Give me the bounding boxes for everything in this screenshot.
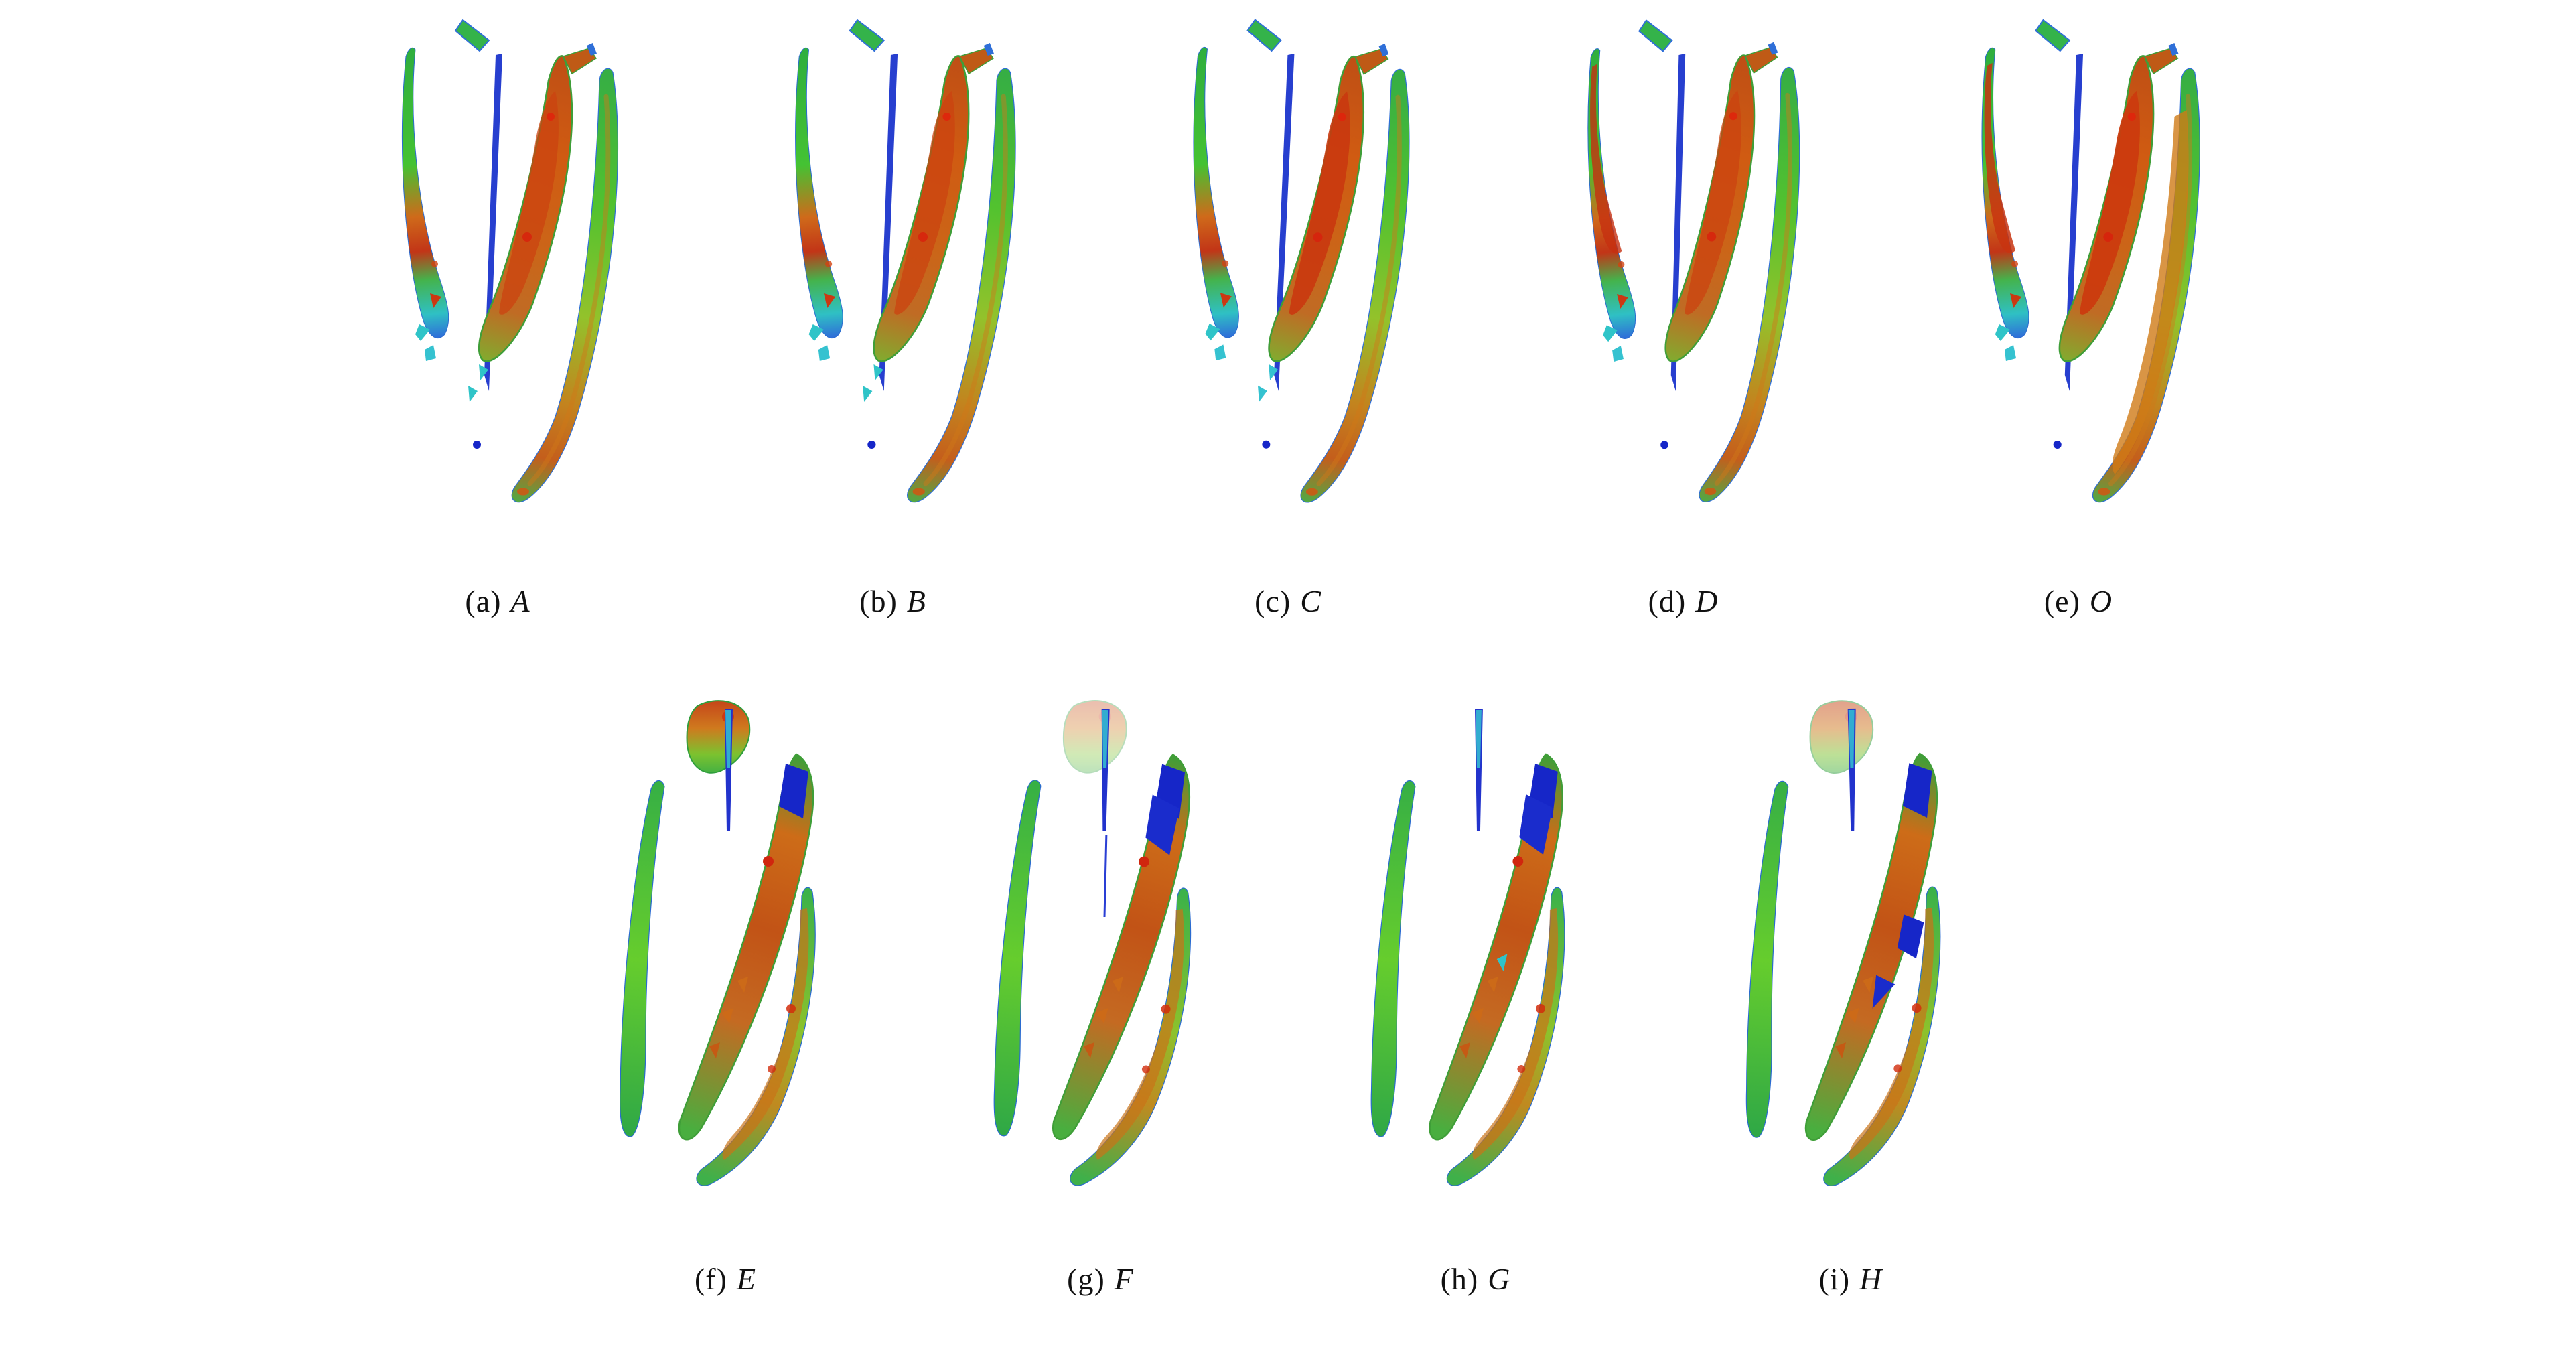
isosurface-render-b (743, 15, 1044, 561)
caption-index: (g) (1067, 1262, 1105, 1296)
caption-label: B (906, 584, 926, 618)
caption-index: (c) (1255, 584, 1291, 618)
caption-index: (b) (859, 584, 898, 618)
caption-index: (i) (1818, 1262, 1851, 1296)
subfigure-caption: (b) B (859, 583, 926, 619)
subfigure-i: (i) H (1703, 693, 1998, 1297)
caption-label: G (1488, 1262, 1511, 1296)
subfigure-c: (c) C (1141, 15, 1435, 619)
isosurface-render-f (578, 693, 873, 1238)
caption-index: (h) (1440, 1262, 1479, 1296)
isosurface-render-c (1139, 13, 1437, 561)
caption-label: C (1300, 584, 1321, 618)
isosurface-render-i (1701, 691, 2000, 1240)
subfigure-caption: (d) D (1648, 583, 1719, 619)
subfigure-a: (a) A (350, 15, 645, 619)
isosurface-render-h (1330, 693, 1622, 1238)
caption-label: A (510, 584, 530, 618)
isosurface-render-a (350, 15, 645, 561)
caption-label: E (736, 1262, 757, 1296)
figure-row-bottom: (f) E (g) F (h) G (i) H (0, 693, 2576, 1297)
caption-index: (f) (694, 1262, 727, 1296)
subfigure-caption: (g) F (1067, 1261, 1134, 1297)
isosurface-render-e (1930, 15, 2227, 561)
subfigure-h: (h) G (1328, 693, 1623, 1297)
subfigure-caption: (i) H (1819, 1261, 1883, 1297)
subfigure-b: (b) B (745, 15, 1040, 619)
subfigure-g: (g) F (953, 693, 1248, 1297)
caption-label: H (1859, 1262, 1883, 1296)
isosurface-render-d (1536, 13, 1831, 562)
isosurface-render-g (951, 691, 1250, 1239)
subfigure-caption: (h) G (1441, 1261, 1511, 1297)
subfigure-caption: (f) E (695, 1261, 756, 1297)
caption-index: (a) (465, 584, 502, 618)
subfigure-caption: (e) O (2044, 583, 2113, 619)
subfigure-f: (f) E (578, 693, 873, 1297)
multi-panel-figure: (a) A (b) B (c) C (d) D (e) O (0, 15, 2576, 1297)
caption-label: F (1114, 1262, 1134, 1296)
subfigure-caption: (a) A (465, 583, 530, 619)
caption-label: D (1695, 584, 1719, 618)
caption-label: O (2089, 584, 2113, 618)
subfigure-caption: (c) C (1255, 583, 1321, 619)
caption-index: (e) (2044, 584, 2080, 618)
subfigure-e: (e) O (1931, 15, 2226, 619)
caption-index: (d) (1648, 584, 1687, 618)
subfigure-d: (d) D (1536, 15, 1831, 619)
figure-row-top: (a) A (b) B (c) C (d) D (e) O (0, 15, 2576, 619)
